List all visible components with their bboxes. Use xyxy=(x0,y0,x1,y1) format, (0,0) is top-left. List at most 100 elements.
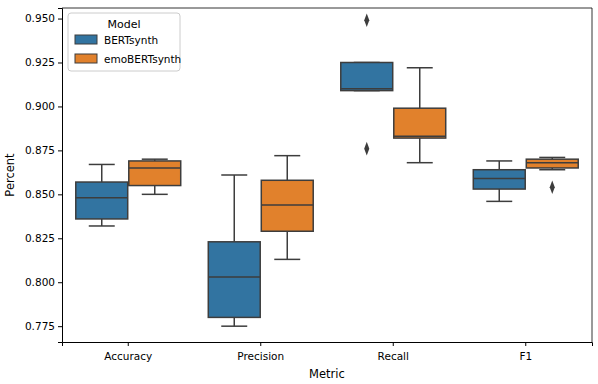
legend-title: Model xyxy=(107,18,140,31)
y-tick-mark xyxy=(58,106,62,107)
x-tick: Recall xyxy=(378,342,409,362)
y-tick: 0.900 xyxy=(25,100,62,112)
upper-cap xyxy=(539,157,565,159)
median xyxy=(394,136,446,138)
box-body xyxy=(76,182,128,219)
y-tick: 0.825 xyxy=(25,232,62,244)
outlier xyxy=(364,142,369,156)
y-tick-mark xyxy=(58,194,62,195)
upper-whisker xyxy=(234,175,236,242)
upper-cap xyxy=(486,160,512,162)
lower-cap xyxy=(274,259,300,261)
lower-cap xyxy=(221,325,247,327)
upper-whisker xyxy=(101,164,103,182)
y-tick-label: 0.825 xyxy=(25,232,55,244)
y-tick-mark xyxy=(58,326,62,327)
box xyxy=(341,14,393,156)
legend-label: BERTsynth xyxy=(104,34,158,46)
outlier xyxy=(364,14,369,28)
y-tick-label: 0.950 xyxy=(25,12,55,24)
x-axis-title: Metric xyxy=(309,367,345,381)
y-tick: 0.925 xyxy=(25,56,62,68)
median xyxy=(208,276,260,278)
y-tick-mark xyxy=(58,62,62,63)
median xyxy=(473,178,525,180)
legend-swatch xyxy=(75,35,97,44)
frame-right xyxy=(592,8,593,342)
upper-cap xyxy=(221,174,247,176)
median xyxy=(341,88,393,90)
box xyxy=(208,175,260,326)
median xyxy=(526,162,578,164)
box-body xyxy=(341,62,393,90)
y-axis-line xyxy=(58,9,63,343)
box-body xyxy=(473,170,525,189)
upper-cap xyxy=(274,155,300,157)
y-tick: 0.950 xyxy=(25,12,62,24)
box-body xyxy=(208,242,260,318)
y-tick-mark xyxy=(58,238,62,239)
box xyxy=(473,161,525,201)
x-tick: Precision xyxy=(237,342,284,362)
y-tick-label: 0.900 xyxy=(25,100,55,112)
x-tick-mark xyxy=(260,342,261,346)
y-tick-mark xyxy=(58,282,62,283)
lower-cap xyxy=(539,169,565,171)
lower-whisker xyxy=(154,186,156,195)
outlier xyxy=(550,181,555,195)
upper-cap xyxy=(89,164,115,166)
x-tick-mark xyxy=(525,342,526,346)
upper-whisker xyxy=(419,68,421,108)
legend-swatch xyxy=(75,54,97,63)
x-axis-line xyxy=(63,343,593,347)
box xyxy=(129,159,181,194)
y-tick-label: 0.775 xyxy=(25,320,55,332)
box xyxy=(76,164,128,226)
y-tick: 0.800 xyxy=(25,276,62,288)
y-tick-label: 0.850 xyxy=(25,188,55,200)
lower-whisker xyxy=(287,231,289,259)
lower-cap xyxy=(142,194,168,196)
lower-whisker xyxy=(101,219,103,226)
x-tick: Accuracy xyxy=(104,342,152,362)
lower-whisker xyxy=(234,317,236,326)
upper-whisker xyxy=(499,161,501,170)
upper-cap xyxy=(142,158,168,160)
lower-cap xyxy=(407,162,433,164)
x-tick-label: Precision xyxy=(237,350,284,362)
x-tick-mark xyxy=(128,342,129,346)
upper-whisker xyxy=(287,156,289,181)
box xyxy=(261,156,313,260)
box-body xyxy=(129,161,181,186)
legend: ModelBERTsynthemoBERTsynth xyxy=(68,13,181,71)
median xyxy=(76,197,128,199)
y-axis-title: Percent xyxy=(3,153,17,197)
upper-cap xyxy=(407,67,433,69)
y-tick: 0.875 xyxy=(25,144,62,156)
box-body xyxy=(261,180,313,231)
x-axis: Accuracy Precision Recall F1 xyxy=(63,342,593,362)
y-tick-mark xyxy=(58,19,62,20)
box xyxy=(526,157,578,194)
median xyxy=(129,167,181,169)
y-tick-label: 0.875 xyxy=(25,144,55,156)
y-tick-mark xyxy=(58,150,62,151)
x-tick: F1 xyxy=(519,342,532,362)
lower-whisker xyxy=(499,189,501,201)
median xyxy=(261,204,313,206)
y-axis: 0.775 0.800 0.825 0.850 0.875 0.900 0.925 0.950 xyxy=(25,9,63,343)
box-body xyxy=(394,108,446,138)
lower-cap xyxy=(486,201,512,203)
x-tick-label: Recall xyxy=(378,350,409,362)
chart: 0.775 0.800 0.825 0.850 0.875 0.900 0.925 0.950… xyxy=(0,0,598,384)
boxes xyxy=(76,14,578,327)
x-tick-label: Accuracy xyxy=(104,350,152,362)
y-tick-label: 0.800 xyxy=(25,276,55,288)
box xyxy=(394,68,446,163)
y-tick: 0.775 xyxy=(25,320,62,332)
y-tick: 0.850 xyxy=(25,188,62,200)
x-tick-label: F1 xyxy=(519,350,532,362)
frame-top xyxy=(62,8,592,9)
plot: 0.775 0.800 0.825 0.850 0.875 0.900 0.925 0.950… xyxy=(25,8,593,362)
lower-cap xyxy=(89,225,115,227)
